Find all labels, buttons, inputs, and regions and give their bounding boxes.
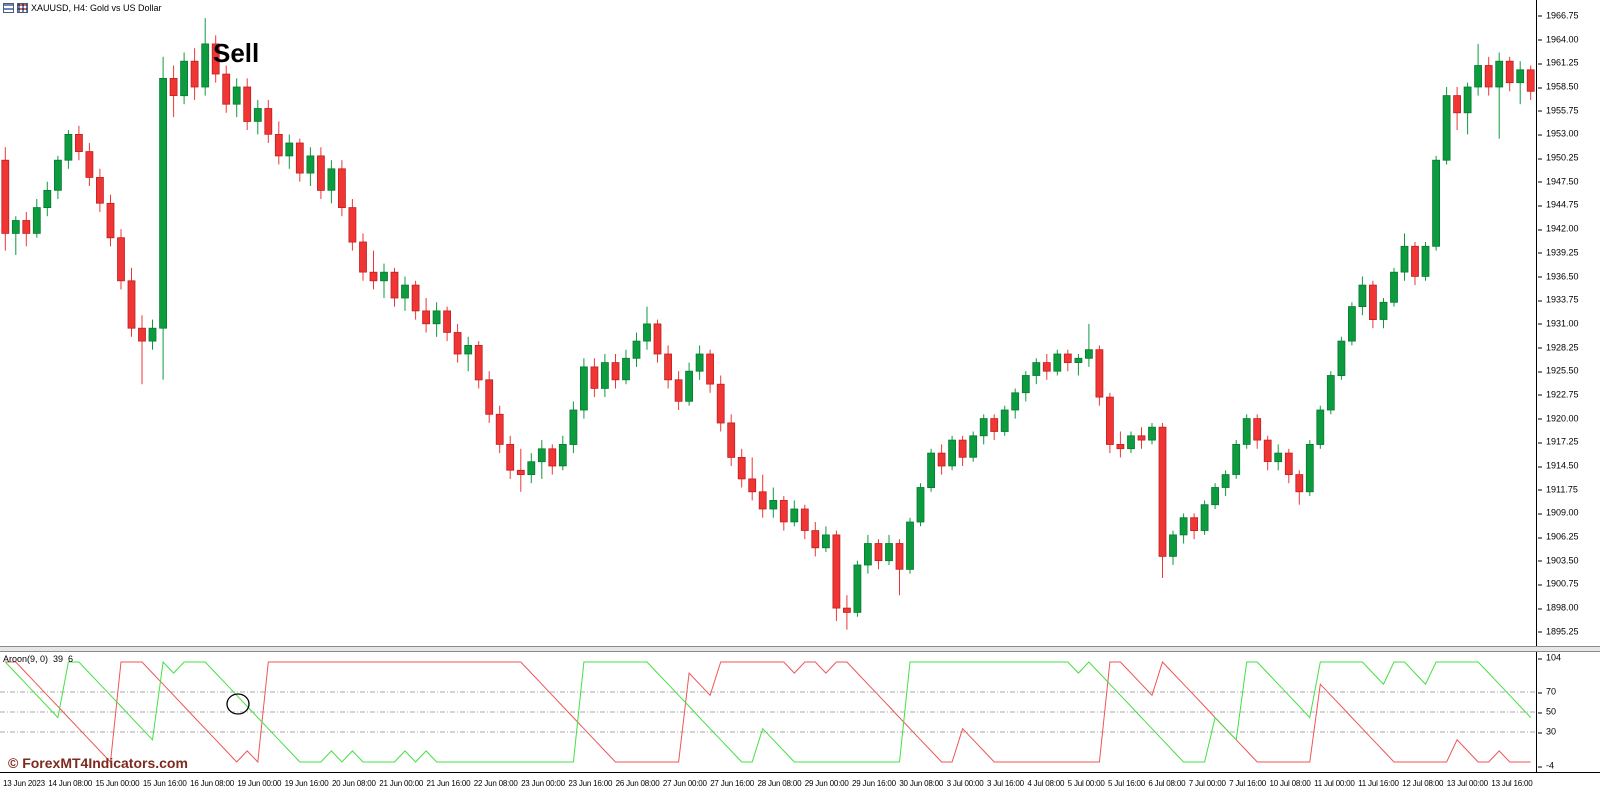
indicator-axis-label: 70 — [1538, 687, 1556, 697]
price-axis-label: 1955.75 — [1538, 106, 1579, 115]
indicator-value-2: 6 — [68, 654, 74, 664]
time-axis-label: 12 Jul 08:00 — [1402, 778, 1444, 788]
aroon-indicator-pane[interactable]: Aroon(9, 0) 39 6 — [0, 652, 1536, 772]
price-axis-label: 1917.25 — [1538, 437, 1579, 447]
price-axis-label: 1966.75 — [1538, 11, 1579, 20]
time-axis-label: 6 Jul 08:00 — [1148, 778, 1186, 788]
price-axis-label: 1925.50 — [1538, 366, 1579, 376]
time-axis-label: 29 Jun 16:00 — [852, 778, 896, 788]
indicator-axis[interactable]: 104 70 50 30 -4 — [1536, 652, 1600, 772]
candlestick-chart[interactable] — [0, 0, 1536, 646]
time-axis-label: 23 Jun 00:00 — [521, 778, 565, 788]
price-axis-label: 1933.75 — [1538, 295, 1579, 305]
time-axis-label: 11 Jul 16:00 — [1358, 778, 1399, 788]
indicator-value-1: 39 — [53, 654, 64, 664]
time-axis-label: 30 Jun 08:00 — [899, 778, 944, 788]
price-axis-label: 1906.25 — [1538, 532, 1579, 542]
time-axis-label: 26 Jun 08:00 — [615, 778, 660, 788]
price-axis-label: 1909.00 — [1538, 508, 1579, 518]
time-axis-label: 13 Jun 2023 — [3, 778, 45, 788]
time-axis-label: 19 Jun 16:00 — [284, 778, 329, 788]
price-axis-label: 1903.50 — [1538, 556, 1579, 565]
price-axis-label: 1953.00 — [1538, 129, 1579, 139]
time-axis-label: 15 Jun 16:00 — [142, 778, 187, 788]
ellipse-annotation — [226, 693, 250, 715]
price-axis-label: 1898.00 — [1538, 603, 1579, 613]
price-axis-label: 1958.50 — [1538, 82, 1579, 92]
time-axis-label: 23 Jun 16:00 — [568, 778, 613, 788]
chart-title: XAUUSD, H4: Gold vs US Dollar — [31, 3, 162, 13]
price-axis-label: 1928.25 — [1538, 343, 1579, 352]
time-axis-corner — [1536, 773, 1600, 793]
indicator-axis-label: 50 — [1538, 707, 1556, 717]
price-axis-label: 1931.00 — [1538, 319, 1579, 328]
time-axis-label: 29 Jun 00:00 — [804, 778, 849, 788]
time-axis-label: 3 Jul 16:00 — [986, 778, 1024, 788]
time-axis-label: 19 Jun 00:00 — [237, 778, 282, 788]
time-axis-label: 27 Jun 16:00 — [710, 778, 755, 788]
price-axis-label: 1964.00 — [1538, 35, 1579, 44]
time-axis-label: 13 Jul 00:00 — [1446, 778, 1488, 788]
price-axis-label: 1895.25 — [1538, 627, 1579, 636]
price-axis-label: 1920.00 — [1538, 414, 1579, 423]
indicator-label: Aroon(9, 0) 39 6 — [3, 654, 73, 664]
price-axis-label: 1961.25 — [1538, 58, 1579, 68]
price-axis-label: 1914.50 — [1538, 461, 1579, 471]
aroon-chart[interactable] — [0, 652, 1536, 772]
price-axis[interactable]: 1966.75 1964.00 1961.25 1958.50 1955.75 1953.… — [1536, 0, 1600, 646]
indicator-axis-label: -4 — [1538, 761, 1554, 771]
time-axis-label: 27 Jun 00:00 — [662, 778, 707, 788]
price-axis-label: 1936.50 — [1538, 272, 1579, 281]
price-axis-label: 1944.75 — [1538, 200, 1579, 210]
indicator-name: Aroon(9, 0) — [3, 654, 49, 664]
price-axis-label: 1947.50 — [1538, 177, 1579, 186]
price-axis-label: 1911.75 — [1538, 485, 1578, 494]
time-axis-label: 22 Jun 08:00 — [473, 778, 518, 788]
main-chart-area[interactable]: XAUUSD, H4: Gold vs US Dollar Sell — [0, 0, 1536, 646]
price-axis-label: 1942.00 — [1538, 224, 1579, 234]
time-axis-row: 13 Jun 2023 14 Jun 08:00 15 Jun 00:00 15 Ju… — [0, 773, 1600, 793]
indicator-axis-label: 104 — [1538, 653, 1561, 663]
time-axis-label: 4 Jul 08:00 — [1027, 778, 1065, 788]
price-axis-label: 1939.25 — [1538, 248, 1579, 257]
time-axis-label: 21 Jun 00:00 — [379, 778, 424, 788]
chart-window-icon[interactable] — [3, 3, 14, 13]
time-axis-label: 14 Jun 08:00 — [48, 778, 93, 788]
time-axis-label: 5 Jul 00:00 — [1067, 778, 1105, 788]
time-axis-label: 11 Jul 00:00 — [1314, 778, 1355, 788]
time-axis-label: 3 Jul 00:00 — [946, 778, 984, 788]
price-axis-label: 1900.75 — [1538, 579, 1579, 589]
watermark: © ForexMT4Indicators.com — [8, 755, 188, 771]
time-axis-label: 13 Jul 16:00 — [1491, 778, 1533, 788]
time-axis-label: 7 Jul 00:00 — [1188, 778, 1226, 788]
time-axis-label: 15 Jun 00:00 — [95, 778, 140, 788]
time-axis-label: 10 Jul 08:00 — [1269, 778, 1311, 788]
time-axis-label: 21 Jun 16:00 — [426, 778, 471, 788]
time-axis-label: 16 Jun 08:00 — [190, 778, 234, 788]
time-axis-label: 28 Jun 08:00 — [757, 778, 802, 788]
time-axis-label: 5 Jul 16:00 — [1108, 778, 1145, 788]
time-axis-label: 7 Jul 16:00 — [1229, 778, 1267, 788]
indicator-row: Aroon(9, 0) 39 6 104 70 50 30 -4 — [0, 652, 1600, 773]
pane-splitter[interactable] — [0, 647, 1600, 652]
sell-annotation: Sell — [213, 38, 260, 68]
main-chart-row: XAUUSD, H4: Gold vs US Dollar Sell 1966.… — [0, 0, 1600, 647]
time-axis-label: 20 Jun 08:00 — [331, 778, 376, 788]
indicator-axis-label: 30 — [1538, 727, 1556, 737]
price-axis-label: 1950.25 — [1538, 153, 1579, 163]
time-axis[interactable]: 13 Jun 2023 14 Jun 08:00 15 Jun 00:00 15 Ju… — [0, 773, 1536, 793]
chart-title-bar: XAUUSD, H4: Gold vs US Dollar — [3, 3, 162, 13]
chart-restore-icon[interactable] — [17, 3, 28, 13]
price-axis-label: 1922.75 — [1538, 390, 1579, 399]
